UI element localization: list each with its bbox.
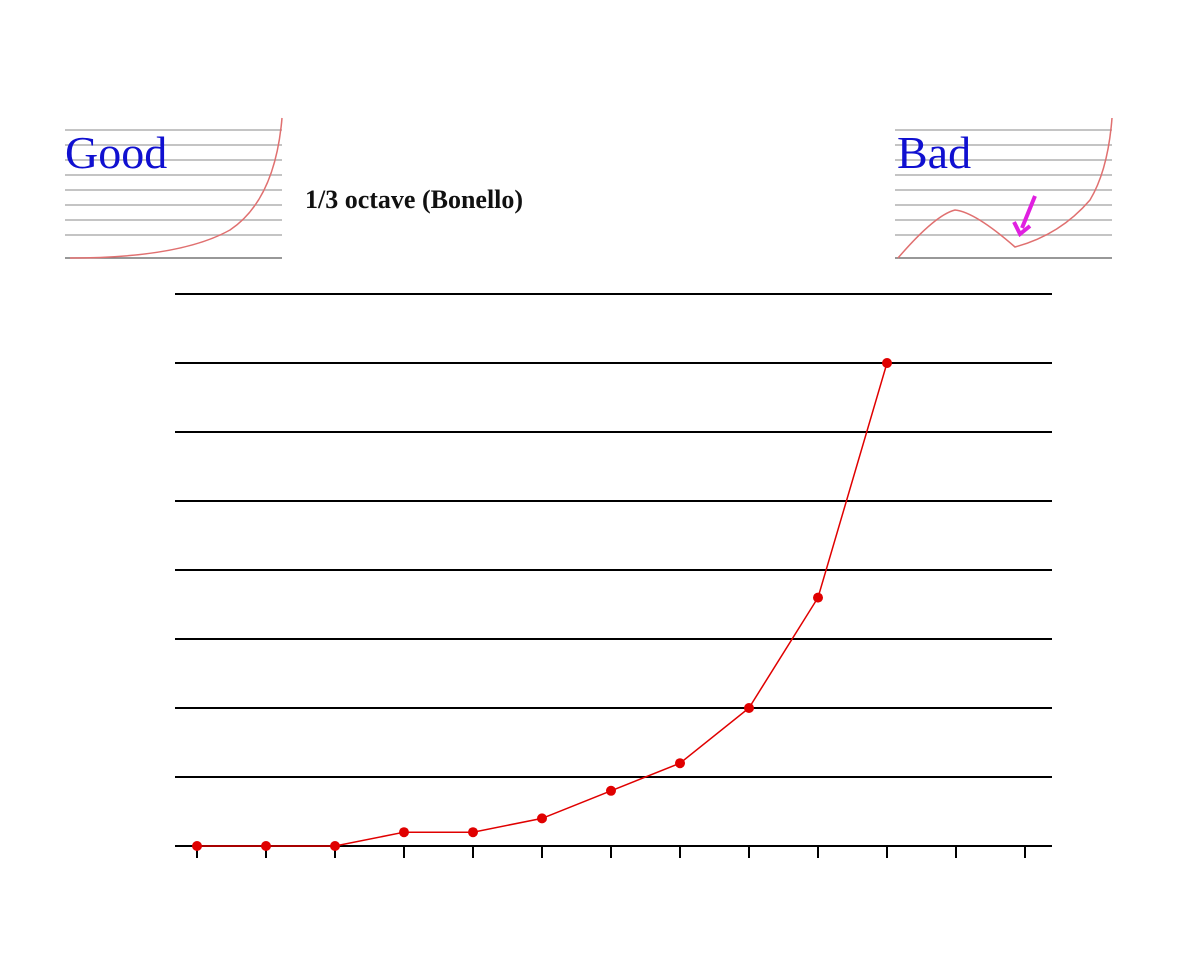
data-line: [197, 362, 888, 847]
data-point: [675, 758, 685, 769]
data-point: [537, 813, 547, 824]
thumb-grid: [65, 129, 282, 259]
data-point: [330, 841, 340, 851]
data-point: [744, 703, 754, 713]
thumb-curve: [897, 117, 1113, 259]
data-point: [468, 827, 478, 838]
data-point: [606, 785, 616, 796]
good-thumbnail: Good: [65, 117, 283, 259]
data-point: [192, 841, 202, 851]
data-point: [813, 592, 823, 603]
annotation: Good: [65, 127, 167, 178]
thumb-curve: [69, 117, 283, 259]
data-point: [882, 358, 892, 368]
annotation: Bad: [897, 127, 971, 178]
arrow: [1012, 195, 1037, 238]
data-point: [399, 827, 409, 838]
thumb-grid: [895, 129, 1112, 259]
data-point: [261, 841, 271, 851]
chart-title: 1/3 octave (Bonello): [305, 185, 523, 214]
bad-thumbnail: Bad: [895, 117, 1113, 259]
